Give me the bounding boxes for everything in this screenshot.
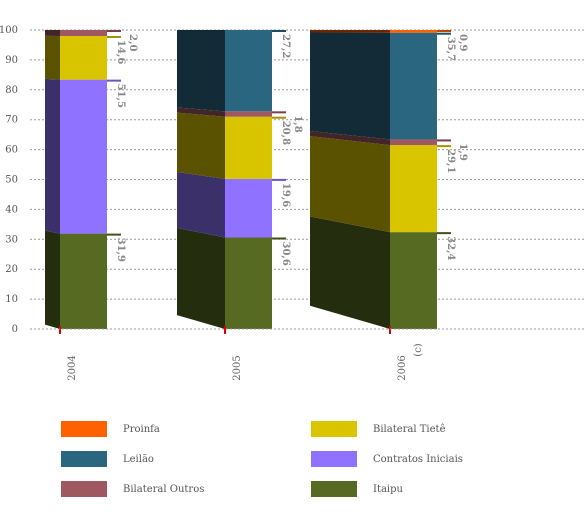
data-label: 35,7 bbox=[445, 37, 456, 61]
x-category-label: 2006 bbox=[397, 355, 408, 380]
bar-side-contratos-iniciais bbox=[45, 78, 60, 234]
y-tick-label: 50 bbox=[5, 175, 18, 186]
bar-segment-bilateral-tiet- bbox=[60, 35, 107, 80]
bar-side-bilateral-tiet- bbox=[310, 136, 390, 233]
bar-segment-contratos-iniciais bbox=[60, 79, 107, 234]
bar-segment-bilateral-outros bbox=[390, 139, 437, 146]
y-tick-label: 20 bbox=[5, 264, 18, 275]
bar-side-bilateral-tiet- bbox=[45, 35, 60, 80]
data-label: 1,8 bbox=[292, 115, 303, 132]
y-tick-label: 90 bbox=[5, 55, 18, 66]
bar-segment-proinfa bbox=[390, 30, 437, 33]
x-category-note: (c) bbox=[413, 343, 424, 357]
y-tick-label: 80 bbox=[5, 85, 18, 96]
bar-segment-leil-o bbox=[225, 30, 272, 112]
bar-side-bilateral-outros bbox=[45, 30, 60, 36]
data-label: 51,5 bbox=[115, 84, 126, 108]
data-label: 19,6 bbox=[280, 183, 291, 207]
bar-side-bilateral-outros bbox=[310, 130, 390, 146]
bar-segment-contratos-iniciais bbox=[225, 178, 272, 238]
x-category-label: 2004 bbox=[67, 355, 78, 380]
data-label: 1,9 bbox=[457, 143, 468, 160]
bar-side-bilateral-tiet- bbox=[177, 112, 225, 179]
data-label: 14,6 bbox=[115, 40, 126, 64]
data-label: 31,9 bbox=[115, 238, 126, 262]
bar-segment-itaipu bbox=[390, 232, 437, 329]
y-tick-label: 10 bbox=[5, 294, 18, 305]
data-label: 32,4 bbox=[445, 236, 456, 260]
bar-side-itaipu bbox=[45, 230, 60, 329]
bar-segment-itaipu bbox=[60, 233, 107, 329]
bar-side-itaipu bbox=[177, 227, 225, 329]
x-category-label: 2005 bbox=[232, 355, 243, 380]
bar-segment-bilateral-tiet- bbox=[225, 116, 272, 179]
data-label: 30,6 bbox=[280, 242, 291, 266]
bar-side-proinfa bbox=[310, 30, 390, 33]
bar-segment-bilateral-outros bbox=[225, 111, 272, 117]
bar-side-leil-o bbox=[310, 32, 390, 140]
data-label: 29,1 bbox=[445, 149, 456, 173]
bar-segment-itaipu bbox=[225, 237, 272, 329]
data-label: 27,2 bbox=[280, 34, 291, 58]
y-tick-label: 70 bbox=[5, 115, 18, 126]
y-tick-label: 60 bbox=[5, 145, 18, 156]
bar-segment-bilateral-tiet- bbox=[390, 145, 437, 233]
bar-segment-bilateral-outros bbox=[60, 30, 107, 36]
bar-side-itaipu bbox=[310, 216, 390, 329]
y-tick-label: 0 bbox=[12, 324, 18, 335]
y-tick-label: 40 bbox=[5, 204, 18, 215]
bar-side-bilateral-outros bbox=[177, 107, 225, 117]
y-tick-label: 100 bbox=[0, 25, 18, 36]
data-label: 20,8 bbox=[280, 121, 291, 145]
data-label: 2,0 bbox=[127, 34, 138, 51]
bar-side-contratos-iniciais bbox=[177, 171, 225, 238]
y-tick-label: 30 bbox=[5, 234, 18, 245]
data-label: 0,9 bbox=[457, 34, 468, 51]
bar-side-leil-o bbox=[177, 30, 225, 112]
bar-segment-leil-o bbox=[390, 32, 437, 140]
